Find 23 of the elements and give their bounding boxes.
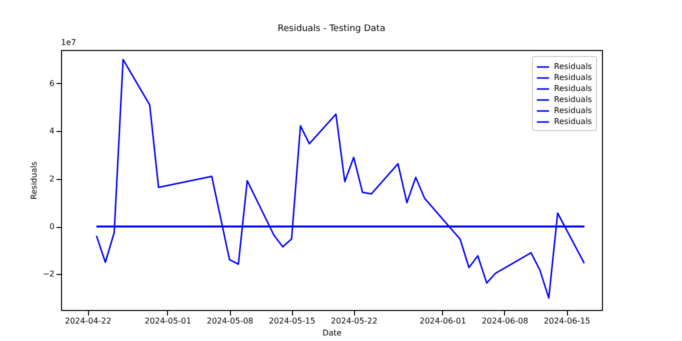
x-tick-label: 2024-05-01 [144,316,192,326]
x-tick-label: 2024-04-22 [64,316,112,326]
legend-label: Residuals [554,117,592,126]
y-tick-label: 4 [49,126,54,136]
x-tick-label: 2024-06-08 [482,316,528,326]
x-tick-label: 2024-06-15 [544,316,590,326]
x-tick-label: 2024-05-08 [206,316,254,326]
legend-label: Residuals [554,95,592,104]
legend-label: Residuals [554,62,592,71]
legend-label: Residuals [554,84,592,93]
y-tick-label: −2 [42,270,54,279]
legend-label: Residuals [554,106,592,115]
y-tick-label: 0 [49,222,54,232]
x-axis-title: Date [322,328,342,338]
legend-label: Residuals [554,73,592,82]
x-tick-label: 2024-05-15 [268,316,316,326]
x-tick-label: 2024-05-22 [330,316,378,326]
y-tick-label: 6 [49,78,54,88]
x-tick-label: 2024-06-01 [420,316,466,326]
text: 1e7 [61,38,76,47]
y-axis-title: Residuals [30,162,39,200]
chart-title: Residuals - Testing Data [278,24,386,34]
y-tick-label: 2 [49,174,54,184]
